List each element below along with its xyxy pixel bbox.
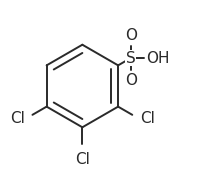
Text: Cl: Cl — [75, 152, 90, 167]
Text: O: O — [125, 73, 137, 88]
Text: S: S — [126, 51, 136, 66]
Text: O: O — [125, 28, 137, 43]
Text: Cl: Cl — [10, 111, 25, 126]
Text: Cl: Cl — [140, 111, 155, 126]
Text: OH: OH — [146, 51, 170, 66]
